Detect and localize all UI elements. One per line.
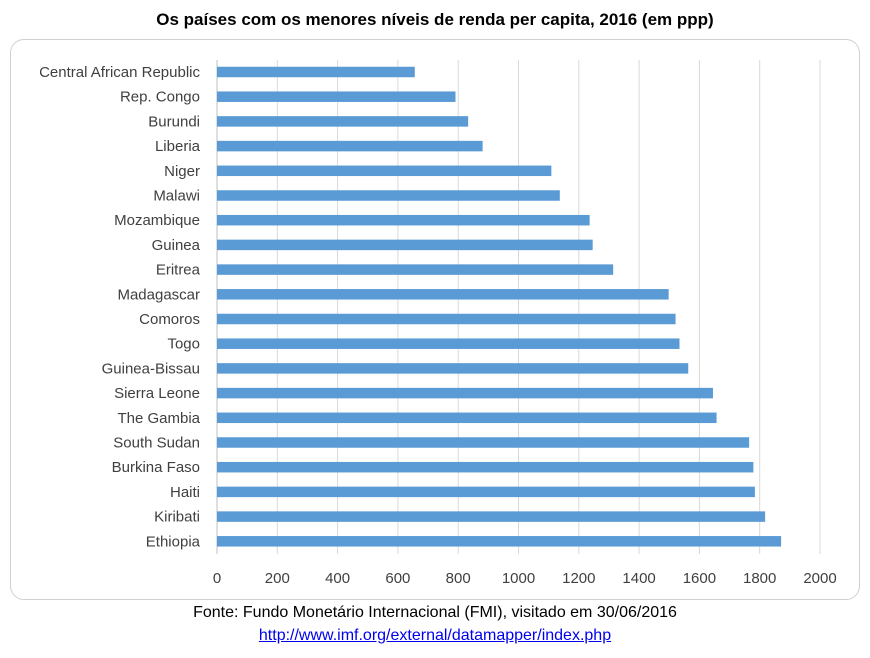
category-label: Ethiopia <box>146 533 201 550</box>
bar-chart: 0 200 400 600 800 1000 1200 1400 1600 1800 2000 Cen… <box>39 60 837 587</box>
x-tick-label: 1200 <box>562 570 595 587</box>
category-label: Eritrea <box>156 262 201 279</box>
bar-malawi <box>217 190 560 201</box>
bar-liberia <box>217 140 483 152</box>
source-link[interactable]: http://www.imf.org/external/datamapper/i… <box>258 627 612 644</box>
category-label: Mozambique <box>114 212 200 229</box>
bar-ethiopia <box>217 536 782 547</box>
category-label: Guinea-Bissau <box>102 360 200 377</box>
category-label: Guinea <box>152 237 201 254</box>
bar-south-sudan <box>217 437 750 448</box>
category-label: Kiribati <box>154 509 200 526</box>
x-tick-label: 0 <box>213 570 221 587</box>
category-label: Burundi <box>148 113 200 130</box>
bar-guinea <box>217 239 593 251</box>
bar-burkina-faso <box>217 461 754 473</box>
category-label: The Gambia <box>117 410 200 427</box>
category-label: Malawi <box>153 188 200 205</box>
bar-burundi <box>217 116 469 127</box>
category-label: Niger <box>164 163 200 180</box>
bar-central-african-republic <box>217 66 415 78</box>
bar-madagascar <box>217 289 669 300</box>
bar-niger <box>217 165 552 177</box>
x-tick-label: 1400 <box>622 570 655 587</box>
chart-title: Os países com os menores níveis de renda… <box>156 10 714 29</box>
x-tick-label: 600 <box>385 570 410 587</box>
bar-kiribati <box>217 511 766 522</box>
bar-sierra-leone <box>217 387 713 399</box>
x-tick-label: 200 <box>265 570 290 587</box>
category-label: Sierra Leone <box>114 385 200 402</box>
category-label: Rep. Congo <box>120 89 200 106</box>
bar-comoros <box>217 313 676 325</box>
category-label: Central African Republic <box>39 64 200 81</box>
bar-mozambique <box>217 214 590 226</box>
bar-eritrea <box>217 264 614 275</box>
x-tick-label: 400 <box>325 570 350 587</box>
category-label: Madagascar <box>117 286 200 303</box>
bar-togo <box>217 338 680 349</box>
bar-rep-congo <box>217 91 456 102</box>
bar-the-gambia <box>217 412 717 424</box>
category-label: South Sudan <box>113 435 200 452</box>
x-tick-label: 1800 <box>743 570 776 587</box>
x-tick-label: 800 <box>446 570 471 587</box>
category-label: Burkina Faso <box>112 459 200 476</box>
category-label: Comoros <box>139 311 200 328</box>
x-tick-label: 1000 <box>502 570 535 587</box>
source-text: Fonte: Fundo Monetário Internacional (FM… <box>193 604 677 621</box>
category-label: Liberia <box>155 138 201 155</box>
category-label: Haiti <box>170 484 200 501</box>
x-tick-label: 1600 <box>683 570 716 587</box>
bar-haiti <box>217 486 755 498</box>
bar-guinea-bissau <box>217 363 689 374</box>
x-tick-label: 2000 <box>803 570 836 587</box>
category-label: Togo <box>167 336 200 353</box>
